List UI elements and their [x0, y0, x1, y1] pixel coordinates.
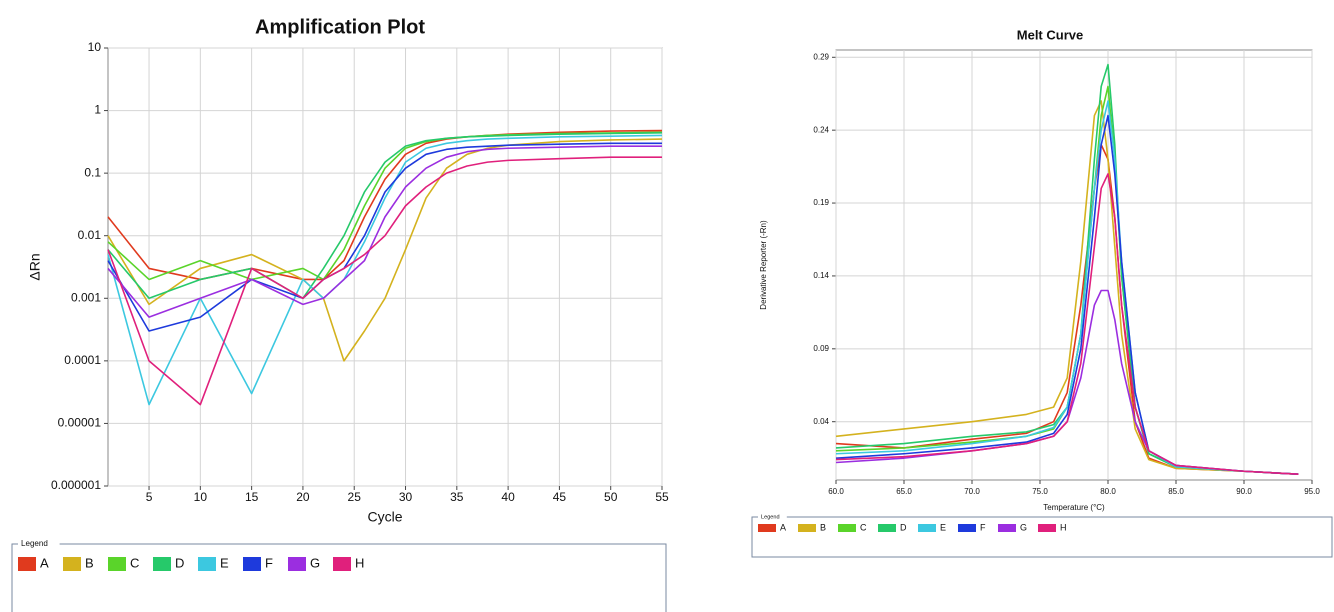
- x-tick-label: 40: [501, 490, 515, 504]
- plot-area: [107, 47, 663, 487]
- legend-title: Legend: [761, 514, 780, 520]
- legend-label: G: [310, 555, 320, 570]
- series-line: [107, 156, 662, 406]
- legend-swatch: [198, 557, 216, 571]
- legend-label: C: [130, 555, 139, 570]
- x-tick-label: 25: [348, 490, 362, 504]
- legend-swatch: [18, 557, 36, 571]
- legend-title-bg: [18, 539, 60, 549]
- legend-label: D: [175, 555, 184, 570]
- legend-swatch: [63, 557, 81, 571]
- legend-label: F: [265, 555, 273, 570]
- y-axis-label: Derivative Reporter (-Rn): [759, 220, 768, 310]
- legend-label: H: [355, 555, 364, 570]
- x-axis-label: Cycle: [367, 509, 402, 525]
- legend-swatch: [998, 524, 1016, 532]
- legend-swatch: [1038, 524, 1056, 532]
- y-axis-label: ΔRn: [27, 253, 43, 280]
- y-tick-label: 0.29: [813, 52, 829, 61]
- chart-title: Amplification Plot: [255, 16, 425, 38]
- x-tick-label: 90.0: [1236, 487, 1252, 496]
- x-tick-label: 5: [146, 490, 153, 504]
- x-tick-label: 15: [245, 490, 259, 504]
- y-tick-label: 0.24: [813, 125, 829, 134]
- legend-swatch: [878, 524, 896, 532]
- legend-label: G: [1020, 522, 1027, 532]
- legend-swatch: [243, 557, 261, 571]
- legend-swatch: [798, 524, 816, 532]
- legend-title: Legend: [21, 539, 48, 548]
- series-line: [835, 100, 1299, 475]
- x-tick-label: 85.0: [1168, 487, 1184, 496]
- y-tick-label: 0.001: [71, 290, 101, 304]
- legend-title-bg: [758, 512, 787, 522]
- legend-label: B: [820, 522, 826, 532]
- legend-label: D: [900, 522, 907, 532]
- x-tick-label: 80.0: [1100, 487, 1116, 496]
- x-tick-label: 50: [604, 490, 618, 504]
- series-line: [835, 63, 1299, 475]
- legend-label: B: [85, 555, 94, 570]
- legend-box: [11, 543, 667, 612]
- x-tick-label: 70.0: [964, 487, 980, 496]
- legend-swatch: [958, 524, 976, 532]
- plot-area: [835, 49, 1313, 481]
- x-tick-label: 30: [399, 490, 413, 504]
- legend-label: A: [40, 555, 49, 570]
- x-tick-label: 10: [194, 490, 208, 504]
- y-tick-label: 0.01: [78, 228, 102, 242]
- legend-label: C: [860, 522, 867, 532]
- chart-title: Melt Curve: [1017, 27, 1083, 42]
- legend-swatch: [918, 524, 936, 532]
- series-line: [107, 132, 663, 300]
- legend-label: F: [980, 522, 986, 532]
- legend-label: H: [1060, 522, 1067, 532]
- x-tick-label: 55: [655, 490, 669, 504]
- x-tick-label: 65.0: [896, 487, 912, 496]
- y-tick-label: 0.00001: [58, 416, 102, 430]
- y-tick-label: 0.1: [84, 165, 101, 179]
- legend-swatch: [288, 557, 306, 571]
- series-line: [835, 173, 1299, 475]
- series-line: [107, 142, 662, 332]
- x-tick-label: 35: [450, 490, 464, 504]
- y-tick-label: 0.000001: [51, 478, 101, 492]
- x-tick-label: 60.0: [828, 487, 844, 496]
- x-axis-label: Temperature (°C): [1043, 503, 1105, 512]
- x-tick-label: 20: [296, 490, 310, 504]
- y-tick-label: 0.14: [813, 271, 829, 280]
- y-tick-label: 10: [88, 40, 102, 54]
- y-tick-label: 0.19: [813, 198, 829, 207]
- legend-box: [751, 516, 1333, 558]
- y-tick-label: 0.09: [813, 344, 829, 353]
- legend-swatch: [333, 557, 351, 571]
- legend-swatch: [108, 557, 126, 571]
- legend-swatch: [838, 524, 856, 532]
- y-tick-label: 0.04: [813, 417, 829, 426]
- x-tick-label: 45: [553, 490, 567, 504]
- y-tick-label: 0.0001: [64, 353, 101, 367]
- legend-label: E: [220, 555, 229, 570]
- y-tick-label: 1: [94, 103, 101, 117]
- legend-label: E: [940, 522, 946, 532]
- x-tick-label: 75.0: [1032, 487, 1048, 496]
- legend-label: A: [780, 522, 786, 532]
- legend-swatch: [758, 524, 776, 532]
- legend-swatch: [153, 557, 171, 571]
- x-tick-label: 95.0: [1304, 487, 1320, 496]
- series-line: [107, 145, 662, 318]
